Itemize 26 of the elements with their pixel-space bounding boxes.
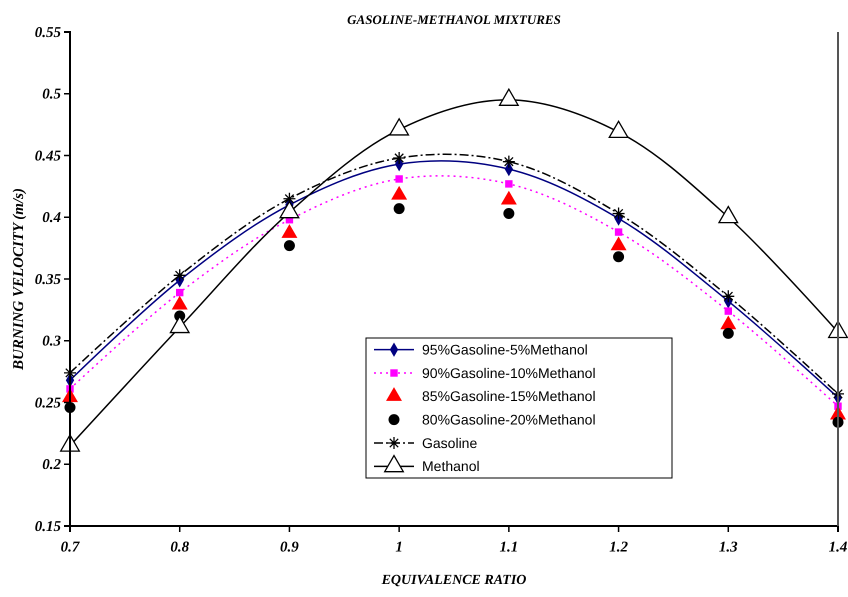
x-tick-label: 1.2 — [609, 540, 628, 556]
x-tick-label: 1.1 — [499, 540, 518, 556]
y-tick-label: 0.4 — [42, 210, 62, 226]
legend-label: 85%Gasoline-15%Methanol — [422, 388, 596, 404]
y-axis-title: BURNING VELOCITY (m/s) — [11, 188, 27, 371]
x-tick-label: 0.7 — [60, 540, 80, 556]
x-tick-label: 1.4 — [828, 540, 848, 556]
legend-label: 90%Gasoline-10%Methanol — [422, 364, 596, 381]
legend-label: Gasoline — [422, 434, 478, 451]
y-tick-label: 0.25 — [34, 395, 62, 412]
y-tick-label: 0.45 — [34, 148, 62, 164]
y-tick-label: 0.15 — [34, 518, 62, 535]
legend-label: Methanol — [422, 458, 480, 474]
chart-title: GASOLINE-METHANOL MIXTURES — [347, 12, 561, 27]
legend-label: 95%Gasoline-5%Methanol — [422, 342, 588, 358]
x-tick-label: 1 — [395, 540, 403, 556]
legend-label: 80%Gasoline-20%Methanol — [422, 412, 596, 428]
x-axis-title: EQUIVALENCE RATIO — [380, 573, 526, 588]
y-tick-label: 0.35 — [34, 272, 62, 288]
y-tick-label: 0.5 — [42, 86, 62, 103]
x-tick-label: 1.3 — [718, 540, 738, 556]
x-tick-label: 0.9 — [280, 540, 300, 556]
y-tick-label: 0.3 — [42, 334, 62, 350]
x-tick-label: 0.8 — [170, 540, 190, 556]
y-tick-label: 0.2 — [42, 457, 62, 474]
y-tick-label: 0.55 — [34, 24, 62, 41]
